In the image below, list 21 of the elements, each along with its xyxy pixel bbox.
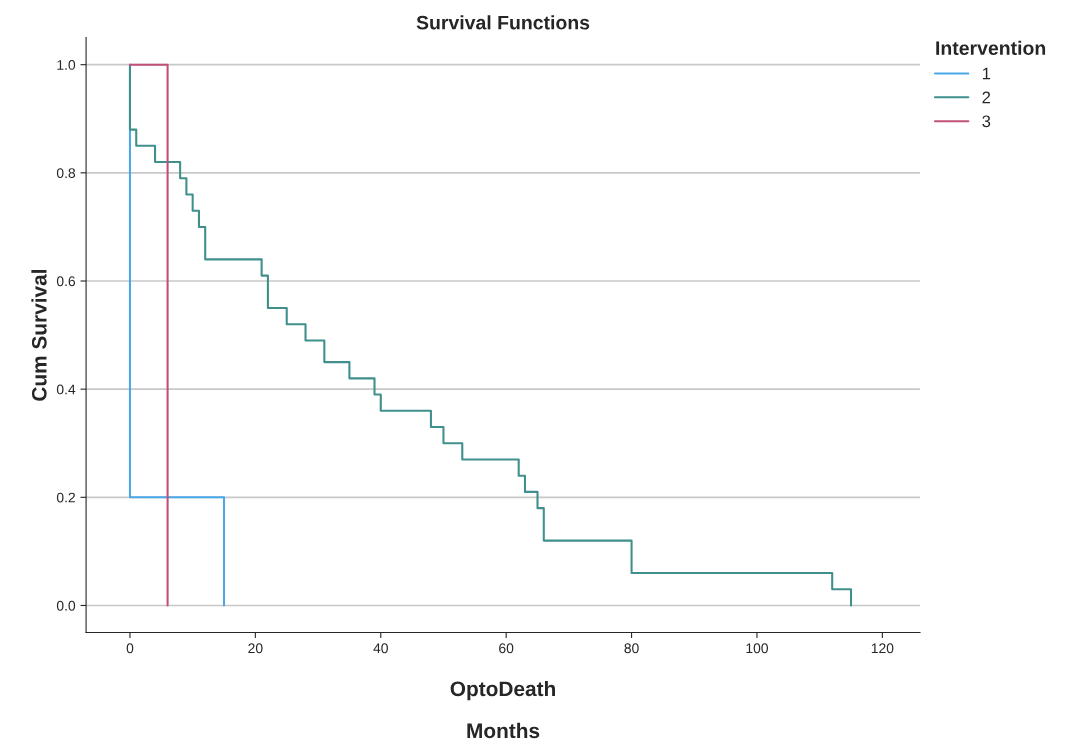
x-tick-label: 100	[746, 643, 769, 654]
y-tick-label: 0.6	[56, 276, 76, 287]
x-tick-label: 40	[373, 643, 388, 654]
legend-label: 2	[982, 91, 991, 104]
y-axis-title: Cum Survival	[31, 269, 47, 401]
x-tick-label: 80	[624, 643, 639, 654]
x-tick-label: 20	[248, 643, 263, 654]
y-tick-label: 0.8	[56, 168, 76, 179]
y-tick-label: 0.2	[56, 492, 75, 503]
x-axis-title: OptoDeath	[450, 680, 555, 701]
legend-label: 3	[982, 115, 991, 128]
text: Months	[467, 722, 540, 739]
y-tick-label: 1.0	[57, 60, 76, 70]
chart-title: Survival Functions	[416, 15, 590, 30]
y-tick-label: 0.4	[56, 384, 76, 395]
legend-title: Intervention	[936, 40, 1046, 56]
x-tick-label: 60	[499, 643, 514, 654]
legend-label: 1	[982, 67, 991, 80]
x-tick-label: 120	[871, 643, 894, 654]
y-tick-label: 0.0	[56, 600, 76, 611]
x-tick-label: 0	[126, 643, 134, 654]
